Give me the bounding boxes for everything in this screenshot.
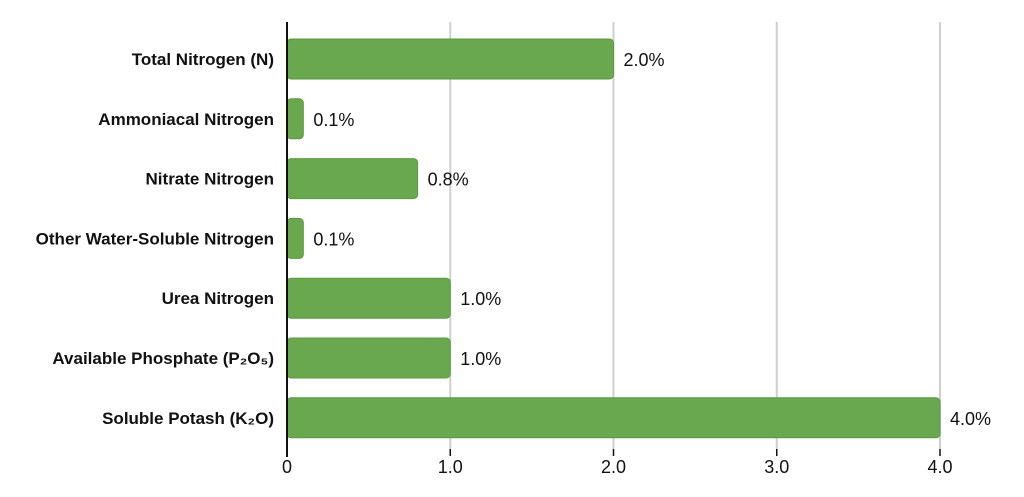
category-labels: Total Nitrogen (N) Ammoniacal Nitrogen Nit… xyxy=(36,50,274,428)
x-tick-label: 2.0 xyxy=(601,457,626,477)
value-label: 2.0% xyxy=(624,50,665,70)
bar xyxy=(286,38,614,80)
bar xyxy=(286,337,451,379)
value-labels: 2.0% 0.1% 0.8% 0.1% 1.0% 1.0% 4.0% xyxy=(313,50,991,429)
x-tick-label: 1.0 xyxy=(438,457,463,477)
value-label: 0.8% xyxy=(428,170,469,190)
value-label: 1.0% xyxy=(460,349,501,369)
axes: 0 1.0 2.0 3.0 4.0 xyxy=(282,22,953,477)
category-label: Soluble Potash (K₂O) xyxy=(102,409,274,428)
category-label: Total Nitrogen (N) xyxy=(132,50,274,69)
gridlines xyxy=(449,22,941,449)
x-tick-label: 0 xyxy=(282,457,292,477)
category-label: Nitrate Nitrogen xyxy=(146,170,274,189)
x-tick-label: 3.0 xyxy=(764,457,789,477)
x-tick-label: 4.0 xyxy=(927,457,952,477)
bar xyxy=(286,98,304,140)
category-label: Urea Nitrogen xyxy=(162,289,274,308)
value-label: 0.1% xyxy=(313,110,354,130)
category-label: Ammoniacal Nitrogen xyxy=(98,110,274,129)
bar xyxy=(286,217,304,259)
value-label: 1.0% xyxy=(460,289,501,309)
category-label: Other Water-Soluble Nitrogen xyxy=(36,229,274,248)
category-label: Available Phosphate (P₂O₅) xyxy=(52,349,274,368)
bars xyxy=(286,38,941,439)
bar xyxy=(286,277,451,319)
value-label: 0.1% xyxy=(313,229,354,249)
value-label: 4.0% xyxy=(950,409,991,429)
bar xyxy=(286,158,419,200)
bar xyxy=(286,397,941,439)
